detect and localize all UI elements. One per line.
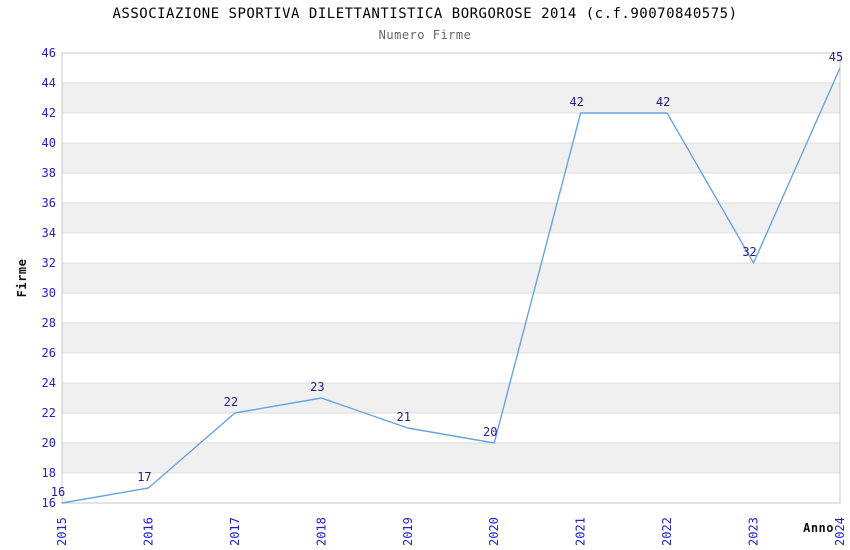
data-point-label: 42: [656, 95, 670, 109]
data-point-label: 21: [397, 410, 411, 424]
data-point-label: 42: [569, 95, 583, 109]
data-point-label: 20: [483, 425, 497, 439]
y-tick-label: 44: [42, 76, 56, 90]
plot-border: [61, 52, 841, 504]
x-tick-label: 2015: [55, 517, 69, 546]
y-tick-label: 38: [42, 166, 56, 180]
y-tick-label: 22: [42, 406, 56, 420]
x-tick-label: 2023: [747, 517, 761, 546]
y-tick-label: 24: [42, 376, 56, 390]
plot-band: [62, 203, 840, 233]
x-tick-label: 2018: [314, 517, 328, 546]
plot-band: [62, 323, 840, 353]
y-tick-label: 40: [42, 136, 56, 150]
x-tick-label: 2022: [660, 517, 674, 546]
data-point-label: 16: [51, 485, 65, 499]
y-tick-label: 26: [42, 346, 56, 360]
x-axis-title: Anno: [803, 521, 834, 535]
y-tick-label: 36: [42, 196, 56, 210]
series-line: [61, 67, 841, 504]
chart-subtitle: Numero Firme: [378, 28, 472, 42]
x-tick-label: 2017: [228, 517, 242, 546]
data-point-label: 32: [742, 245, 756, 259]
y-tick-label: 34: [42, 226, 56, 240]
y-tick-label: 20: [42, 436, 56, 450]
data-point-label: 45: [829, 50, 843, 64]
y-tick-label: 18: [42, 466, 56, 480]
x-tick-label: 2019: [401, 517, 415, 546]
plot-band: [62, 383, 840, 413]
x-tick-label: 2016: [141, 517, 155, 546]
y-tick-label: 30: [42, 286, 56, 300]
plot-band: [62, 83, 840, 113]
y-tick-label: 42: [42, 106, 56, 120]
data-point-label: 17: [137, 470, 151, 484]
plot-band: [62, 443, 840, 473]
x-tick-label: 2021: [574, 517, 588, 546]
plot-band: [62, 143, 840, 173]
y-tick-label: 16: [42, 496, 56, 510]
x-tick-label: 2024: [833, 517, 847, 546]
y-tick-label: 28: [42, 316, 56, 330]
y-tick-label: 46: [42, 46, 56, 60]
chart-title: ASSOCIAZIONE SPORTIVA DILETTANTISTICA BO…: [112, 6, 738, 22]
x-tick-label: 2020: [487, 517, 501, 546]
data-point-label: 23: [310, 380, 324, 394]
data-point-label: 22: [224, 395, 238, 409]
y-tick-label: 32: [42, 256, 56, 270]
plot-band: [62, 263, 840, 293]
